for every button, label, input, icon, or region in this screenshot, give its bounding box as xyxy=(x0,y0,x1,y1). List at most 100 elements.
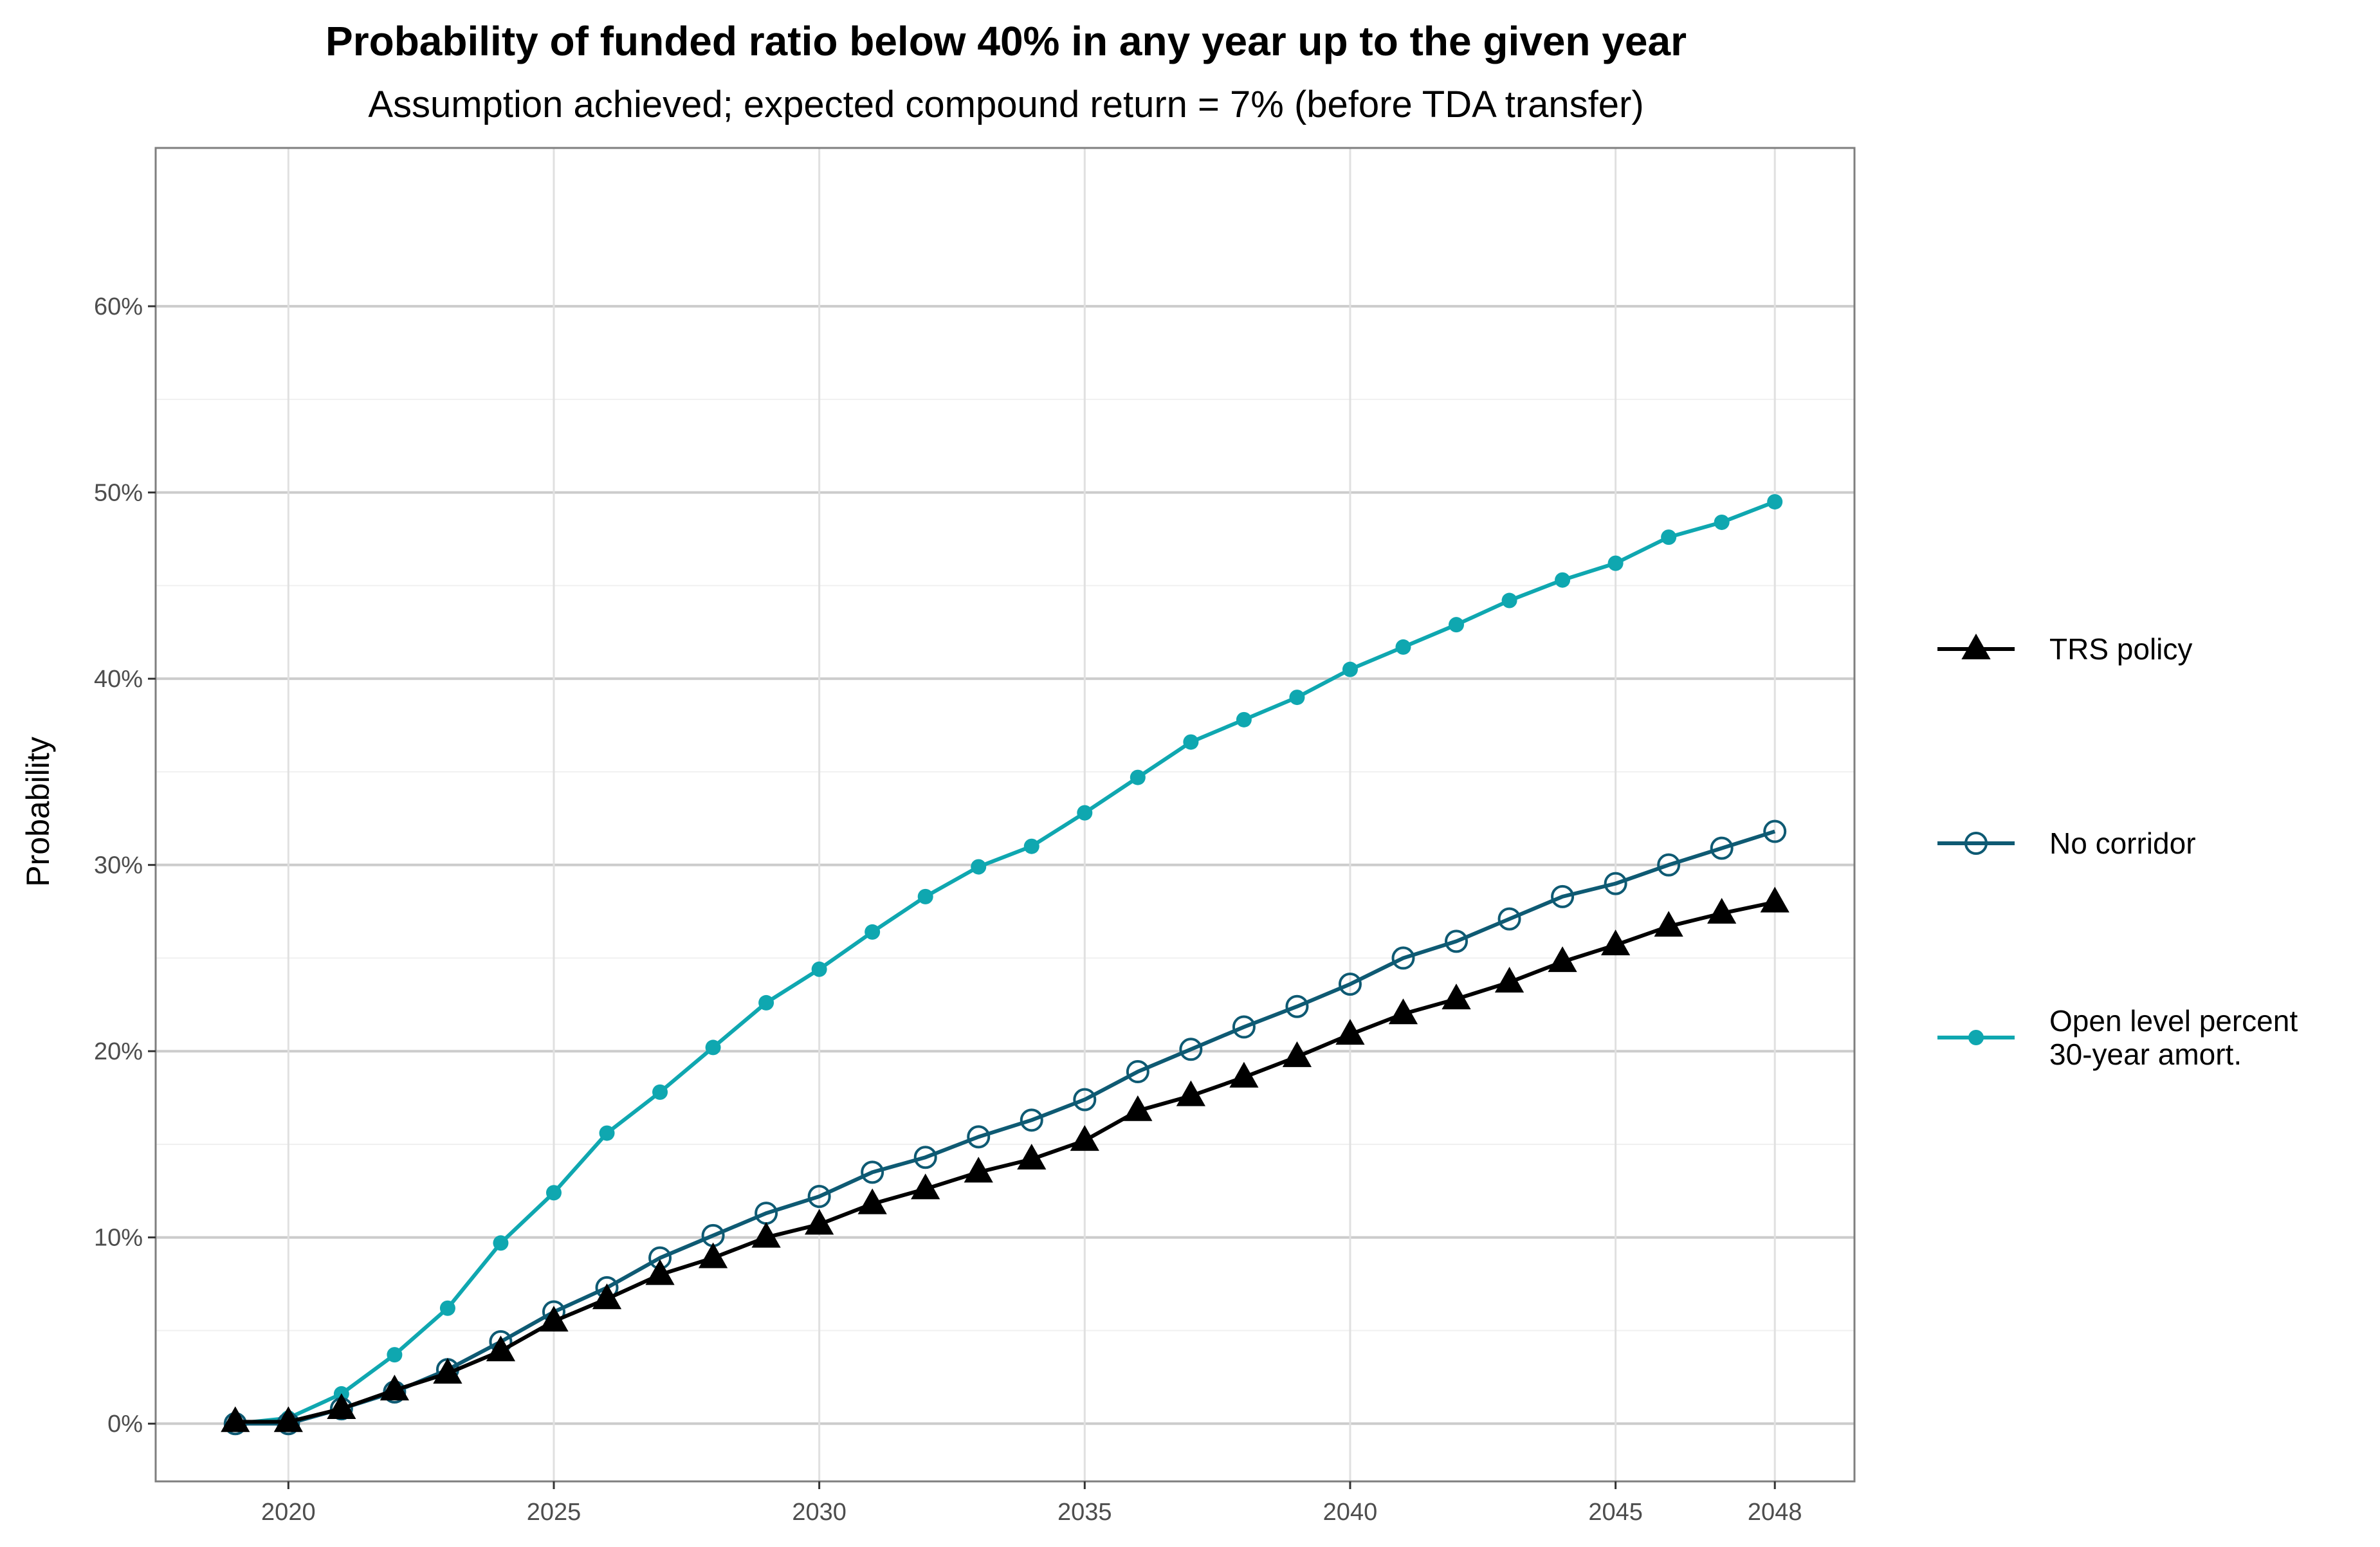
series-line xyxy=(235,500,1776,1426)
y-tick-label: 0% xyxy=(107,1411,143,1438)
x-tick-label: 2048 xyxy=(1748,1499,1802,1526)
data-point xyxy=(1494,967,1524,993)
data-point xyxy=(971,859,987,875)
series-0 xyxy=(221,886,1790,1433)
data-point xyxy=(1600,929,1631,956)
plot-panel xyxy=(156,148,1854,1481)
data-point xyxy=(807,1185,831,1209)
legend-label-line: 30-year amort. xyxy=(2049,1038,2242,1071)
data-point xyxy=(1604,872,1627,895)
data-point xyxy=(1179,1038,1203,1061)
data-point xyxy=(1232,1015,1256,1039)
data-point xyxy=(1760,886,1790,913)
x-tick-label: 2040 xyxy=(1323,1499,1378,1526)
data-point xyxy=(1449,617,1465,633)
data-point xyxy=(1710,836,1734,860)
data-point xyxy=(911,1173,940,1200)
data-point xyxy=(751,1222,781,1248)
data-point xyxy=(1126,1060,1149,1084)
data-point xyxy=(1607,555,1624,571)
data-point xyxy=(805,1209,834,1235)
data-point xyxy=(1501,592,1517,609)
legend-key-marker xyxy=(1968,1030,1984,1045)
data-point xyxy=(1555,572,1571,588)
data-point xyxy=(493,1235,509,1251)
data-point xyxy=(811,961,827,977)
y-axis-title: Probability xyxy=(20,737,56,886)
data-point xyxy=(273,1406,303,1433)
data-point xyxy=(1661,529,1677,545)
data-point xyxy=(1391,946,1415,970)
data-point xyxy=(433,1358,462,1384)
data-point xyxy=(1070,1125,1099,1151)
data-point xyxy=(221,1406,250,1433)
data-point xyxy=(964,1157,993,1183)
data-point xyxy=(1077,805,1093,821)
legend-label: No corridor xyxy=(2049,827,2196,860)
data-point xyxy=(1073,1088,1097,1112)
data-point xyxy=(1445,929,1469,953)
data-point xyxy=(917,888,933,904)
data-point xyxy=(913,1146,937,1169)
data-point xyxy=(1342,661,1358,677)
data-point xyxy=(645,1259,675,1285)
data-point xyxy=(1442,984,1471,1010)
data-point xyxy=(545,1185,562,1201)
data-point xyxy=(1183,734,1199,750)
data-point xyxy=(1388,998,1418,1025)
x-tick-label: 2030 xyxy=(792,1499,847,1526)
x-tick-label: 2020 xyxy=(261,1499,316,1526)
data-point xyxy=(1654,911,1683,937)
data-point xyxy=(1338,972,1362,996)
data-point xyxy=(698,1242,728,1268)
data-point xyxy=(327,1393,356,1420)
y-tick-label: 60% xyxy=(94,293,143,320)
data-point xyxy=(1551,884,1575,908)
y-tick-label: 40% xyxy=(94,666,143,693)
data-point xyxy=(1236,711,1252,728)
y-tick-label: 10% xyxy=(94,1225,143,1252)
legend-label-line: No corridor xyxy=(2049,827,2196,860)
data-point xyxy=(1285,994,1309,1018)
data-point xyxy=(486,1335,516,1362)
data-point xyxy=(705,1039,721,1056)
plot-panel-border xyxy=(154,147,1856,1483)
data-point xyxy=(1657,853,1681,877)
axes: 0% 10% 20% 30% 40% 50% 60% 2020 2025 2030 2035 2040… xyxy=(94,293,1802,1526)
legend-key-marker xyxy=(1964,832,1988,855)
data-point xyxy=(1020,1108,1043,1132)
y-tick-label: 30% xyxy=(94,852,143,879)
x-tick-label: 2045 xyxy=(1588,1499,1643,1526)
data-point xyxy=(1335,1019,1365,1045)
x-tick-label: 2035 xyxy=(1057,1499,1112,1526)
series-layer xyxy=(221,494,1790,1436)
data-point xyxy=(1714,514,1730,530)
data-point xyxy=(1548,946,1577,973)
data-point xyxy=(1707,897,1737,924)
data-point xyxy=(865,924,881,940)
chart-title: Probability of funded ratio below 40% in… xyxy=(325,18,1687,64)
data-point xyxy=(1763,819,1787,843)
data-point xyxy=(1289,690,1305,706)
data-point xyxy=(1017,1144,1047,1170)
data-point xyxy=(1176,1080,1205,1106)
data-point xyxy=(599,1125,615,1141)
data-point xyxy=(439,1300,455,1316)
data-point xyxy=(387,1347,403,1363)
legend-label: TRS policy xyxy=(2049,632,2192,666)
data-point xyxy=(1023,838,1039,854)
data-point xyxy=(1497,907,1521,931)
data-point xyxy=(1395,639,1411,655)
data-point xyxy=(1229,1061,1259,1088)
data-point xyxy=(1282,1041,1312,1067)
legend-label-line: Open level percent xyxy=(2049,1004,2298,1038)
data-point xyxy=(857,1188,887,1214)
data-point xyxy=(380,1375,410,1401)
data-point xyxy=(1130,769,1146,785)
y-tick-label: 20% xyxy=(94,1038,143,1065)
legend: TRS policy No corridor Open level percent 3… xyxy=(1937,632,2298,1071)
data-point xyxy=(758,994,774,1011)
legend-key-marker xyxy=(1961,633,1991,659)
legend-label: Open level percent 30-year amort. xyxy=(2049,1004,2298,1071)
